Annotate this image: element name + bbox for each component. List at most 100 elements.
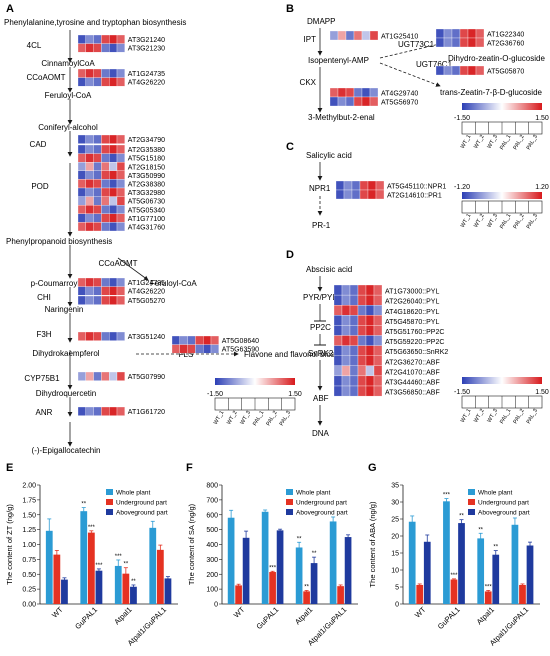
bar	[156, 549, 164, 604]
bar	[261, 511, 269, 604]
heatmap-cell	[116, 213, 125, 223]
x-tick-label: Atpal1	[293, 605, 314, 626]
legend-swatch	[286, 509, 293, 515]
heatmap-cell	[171, 335, 180, 345]
heatmap-cell	[337, 96, 347, 107]
y-tick-label: 0	[214, 602, 218, 609]
heatmap-cell	[85, 144, 94, 154]
sample-label: PAL_1	[499, 213, 512, 230]
heatmap-cell	[365, 355, 375, 366]
compound-feruloyl-coa: Feruloyl-CoA	[45, 91, 92, 100]
significance-mark: ***	[269, 565, 277, 571]
heatmap-cell	[365, 375, 375, 387]
heatmap-cell	[77, 371, 86, 381]
heatmap-cell	[85, 331, 94, 341]
sample-label: WT_2	[473, 213, 486, 229]
heatmap-cell	[357, 365, 367, 377]
heatmap-cell	[349, 325, 359, 336]
bar	[344, 537, 352, 604]
gene-label: AT4G31760	[128, 225, 165, 232]
heatmap-cell	[373, 305, 383, 316]
heatmap-cell	[77, 277, 86, 287]
heatmap-cell	[85, 205, 94, 214]
legend-label: Whole plant	[116, 490, 151, 497]
significance-mark: **	[478, 527, 483, 533]
heatmap-cell	[85, 34, 94, 44]
panel-d-heatmaps: AT1G73000::PYLAT2G26040::PYLAT4G18620::P…	[333, 284, 448, 397]
panel-c-letter: C	[286, 141, 294, 153]
heatmap-cell	[341, 294, 351, 306]
heatmap-cell	[353, 30, 363, 41]
heatmap-cell	[365, 385, 375, 397]
heatmap-cell	[101, 371, 110, 381]
y-tick-label: 200	[206, 572, 218, 579]
heatmap-cell	[349, 365, 359, 377]
heatmap-cell	[116, 153, 125, 163]
heatmap-cell	[77, 162, 86, 171]
heatmap-cell	[357, 375, 367, 387]
x-tick-label: GuPAL1	[436, 605, 462, 631]
x-tick-label: GuPAL1	[254, 605, 280, 631]
heatmap-cell	[85, 162, 94, 171]
heatmap-cell	[329, 87, 339, 98]
heatmap-cell	[373, 375, 383, 387]
enzyme-ckx: CKX	[300, 78, 317, 87]
x-tick-label: WT	[413, 605, 428, 620]
gene-label: AT5G45870::PYL	[385, 319, 439, 326]
sample-label: PAL_3	[279, 410, 292, 427]
genes-fls: AT5G08640 AT5G63590	[171, 335, 259, 354]
y-tick-label: 20	[391, 534, 399, 541]
chart-zt: 0.00 0.25 0.50 0.75 1.00 1.25 1.50 1.75 2.00 The …	[5, 483, 178, 648]
panel-c-colorbar	[462, 192, 542, 199]
genes-4cl: AT3G21240 AT3G21230	[77, 34, 165, 53]
y-tick-label: 600	[206, 512, 218, 519]
heatmap-cell	[467, 28, 477, 39]
y-tick-label: 25	[391, 517, 399, 524]
y-tick-label: 0.50	[22, 572, 36, 579]
heatmap-cell	[85, 286, 94, 296]
heatmap-cell	[443, 37, 453, 48]
heatmap-cell	[335, 180, 345, 191]
compound-dna: DNA	[312, 429, 330, 438]
y-tick-label: 0.25	[22, 587, 36, 594]
heatmap-cell	[93, 196, 102, 206]
panel-b-colorbar	[462, 103, 542, 110]
heatmap-cell	[93, 295, 102, 305]
sample-label: WT_1	[213, 410, 226, 426]
heatmap-cell	[365, 294, 375, 306]
gene-label: AT1G24735	[128, 280, 165, 287]
heatmap-cell	[361, 96, 371, 107]
heatmap-cell	[467, 65, 477, 76]
heatmap-cell	[435, 65, 445, 76]
heatmap-cell	[329, 30, 339, 41]
y-tick-label: 10	[391, 568, 399, 575]
gene-label: AT5G08640	[222, 338, 259, 345]
heatmap-cell	[345, 87, 355, 98]
panel-c-color-legend: -1.20 1.20	[454, 184, 549, 199]
gene-label: AT2G14610::PR1	[387, 193, 442, 200]
genes-ccoaomt-2: AT1G24735 AT4G26220	[77, 277, 165, 296]
bar	[295, 547, 303, 604]
heatmap-cell	[85, 222, 94, 232]
heatmap-cell	[77, 144, 86, 154]
bar	[408, 521, 416, 604]
heatmap-cell	[341, 305, 351, 316]
heatmap-cell	[343, 180, 353, 191]
gene-label: AT4G26220	[128, 80, 165, 87]
bar	[87, 532, 95, 604]
sample-label: WT_1	[460, 134, 473, 150]
heatmap-cell	[357, 385, 367, 397]
sample-label: PAL_3	[526, 408, 539, 425]
heatmap-cell	[329, 96, 339, 107]
gene-label: AT5G15180	[128, 156, 165, 163]
legend-swatch	[468, 489, 475, 495]
heatmap-cell	[333, 325, 343, 336]
heatmap-cell	[373, 284, 383, 296]
enzyme-cyp75b1: CYP75B1	[24, 374, 60, 383]
heatmap-cell	[109, 286, 118, 296]
bar	[95, 570, 103, 604]
heatmap-cell	[109, 331, 118, 341]
x-tick-label: Atpal1	[475, 605, 496, 626]
heatmap-cell	[93, 77, 102, 87]
gene-label: AT4G18620::PYL	[385, 309, 439, 316]
